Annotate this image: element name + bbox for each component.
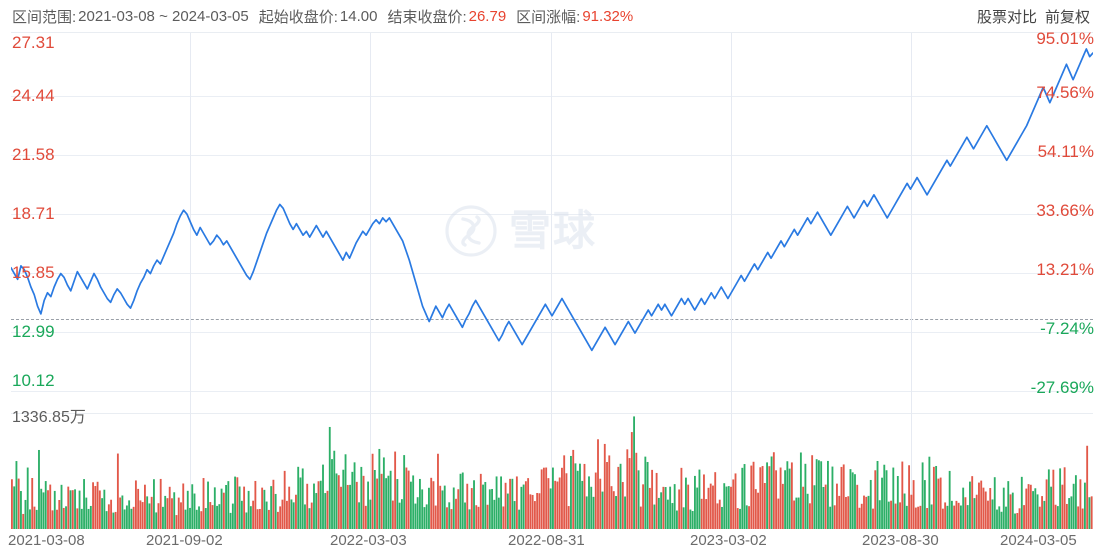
start-price-label: 起始收盘价: bbox=[258, 8, 338, 26]
x-tick-6: 2024-03-05 bbox=[1000, 532, 1077, 549]
plot-area[interactable] bbox=[11, 32, 1093, 529]
y-left-tick-2: 21.58 bbox=[12, 145, 55, 164]
gridline-v bbox=[190, 33, 191, 528]
y-left-tick-3: 18.71 bbox=[12, 204, 55, 223]
gridline-v bbox=[911, 33, 912, 528]
x-tick-2: 2022-03-03 bbox=[330, 532, 407, 549]
x-tick-1: 2021-09-02 bbox=[146, 532, 223, 549]
y-right-tick-5: -7.24% bbox=[1040, 319, 1094, 338]
y-left-tick-1: 24.44 bbox=[12, 86, 55, 105]
y-right-tick-0: 95.01% bbox=[1036, 29, 1094, 48]
end-price-info: 结束收盘价: 26.79 bbox=[387, 6, 506, 27]
y-left-tick-5: 12.99 bbox=[12, 322, 55, 341]
gridline-h bbox=[11, 391, 1093, 392]
zero-reference-line bbox=[11, 319, 1093, 320]
volume-bar-series bbox=[11, 416, 1093, 529]
x-tick-4: 2023-03-02 bbox=[690, 532, 767, 549]
y-left-tick-4: 15.85 bbox=[12, 263, 55, 282]
gridline-h bbox=[11, 155, 1093, 156]
x-tick-0: 2021-03-08 bbox=[8, 532, 85, 549]
mode-stock-compare[interactable]: 股票对比 bbox=[976, 8, 1037, 26]
gridline-h bbox=[11, 214, 1093, 215]
y-left-tick-0: 27.31 bbox=[12, 33, 55, 52]
y-right-tick-6: -27.69% bbox=[1030, 378, 1094, 397]
change-label: 区间涨幅: bbox=[516, 8, 581, 26]
change-info: 区间涨幅: 91.32% bbox=[516, 6, 633, 27]
y-right-tick-2: 54.11% bbox=[1037, 142, 1094, 161]
y-right-tick-3: 33.66% bbox=[1036, 201, 1094, 220]
gridline-v bbox=[731, 33, 732, 528]
range-info: 区间范围: 2021-03-08 ~ 2024-03-05 bbox=[12, 6, 249, 27]
range-label: 区间范围: bbox=[12, 8, 77, 26]
end-price-label: 结束收盘价: bbox=[387, 8, 467, 26]
gridline-h bbox=[11, 273, 1093, 274]
gridline-v bbox=[370, 33, 371, 528]
x-tick-3: 2022-08-31 bbox=[508, 532, 585, 549]
gridline-v bbox=[551, 33, 552, 528]
chart-header: 区间范围: 2021-03-08 ~ 2024-03-05 起始收盘价: 14.… bbox=[0, 0, 1104, 32]
y-left-tick-6: 10.12 bbox=[12, 371, 55, 390]
price-line-series bbox=[11, 48, 1093, 352]
start-price-value: 14.00 bbox=[339, 7, 378, 25]
y-right-tick-1: 74.56% bbox=[1036, 83, 1094, 102]
y-right-tick-4: 13.21% bbox=[1036, 260, 1094, 279]
range-value: 2021-03-08 ~ 2024-03-05 bbox=[78, 7, 249, 25]
gridline-h bbox=[11, 332, 1093, 333]
mode-adjust-forward[interactable]: 前复权 bbox=[1044, 8, 1090, 26]
start-price-info: 起始收盘价: 14.00 bbox=[259, 6, 378, 27]
gridline-h bbox=[11, 96, 1093, 97]
change-value: 91.32% bbox=[582, 7, 634, 25]
x-tick-5: 2023-08-30 bbox=[862, 532, 939, 549]
volume-panel-separator bbox=[11, 413, 1093, 414]
chart-mode-controls: 股票对比 前复权 bbox=[977, 0, 1090, 32]
end-price-value: 26.79 bbox=[468, 7, 507, 25]
volume-peak-label: 1336.85万 bbox=[12, 409, 86, 426]
